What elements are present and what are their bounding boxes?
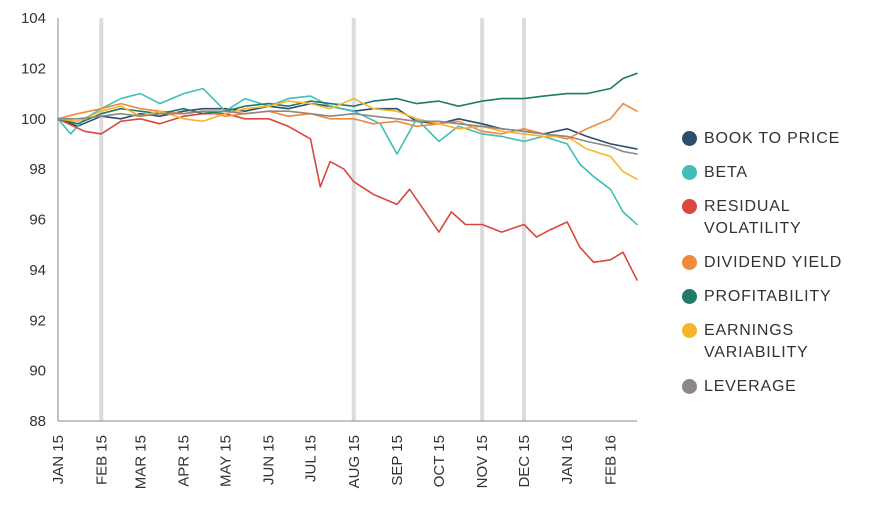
legend-label: PROFITABILITY xyxy=(704,288,832,305)
axes xyxy=(57,18,637,422)
y-tick-label-96: 96 xyxy=(29,212,46,229)
series-lines xyxy=(57,72,638,281)
y-tick-labels: 88 90 92 94 96 98 100 102 104 xyxy=(21,10,46,430)
series-line-dividend-yield xyxy=(57,102,638,140)
legend-item-book-to-price: BOOK TO PRICE xyxy=(682,128,868,150)
legend-item-beta: BETA xyxy=(682,162,868,184)
legend-swatch xyxy=(682,323,697,338)
series-line-beta xyxy=(57,87,638,226)
legend: BOOK TO PRICE BETA RESIDUAL VOLATILITY DIVI… xyxy=(682,128,868,410)
x-tick-label-feb-15: FEB 15 xyxy=(93,435,110,485)
x-tick-label-aug-15: AUG 15 xyxy=(346,435,363,488)
y-tick-label-92: 92 xyxy=(29,312,46,329)
legend-item-profitability: PROFITABILITY xyxy=(682,286,868,308)
y-tick-label-90: 90 xyxy=(29,363,46,380)
series-line-leverage xyxy=(57,110,638,155)
y-tick-label-94: 94 xyxy=(29,262,46,279)
x-tick-label-jun-15: JUN 15 xyxy=(261,435,278,485)
x-tick-label-jan-16: JAN 16 xyxy=(559,435,576,484)
x-tick-label-jan-15: JAN 15 xyxy=(50,435,67,484)
y-tick-label-100: 100 xyxy=(21,111,46,128)
legend-swatch xyxy=(682,165,697,180)
legend-swatch xyxy=(682,289,697,304)
vertical-marker-3 xyxy=(521,18,526,421)
x-tick-label-mar-15: MAR 15 xyxy=(132,435,149,489)
x-tick-labels: JAN 15 FEB 15 MAR 15 APR 15 MAY 15 JUN 15 JUL … xyxy=(50,435,619,489)
legend-swatch xyxy=(682,255,697,270)
x-tick-label-nov-15: NOV 15 xyxy=(474,435,491,488)
legend-item-leverage: LEVERAGE xyxy=(682,376,868,398)
legend-swatch xyxy=(682,379,697,394)
x-tick-label-may-15: MAY 15 xyxy=(217,435,234,487)
legend-label: RESIDUAL VOLATILITY xyxy=(704,198,802,237)
legend-item-residual-volatility: RESIDUAL VOLATILITY xyxy=(682,196,868,240)
y-tick-label-102: 102 xyxy=(21,60,46,77)
x-tick-label-apr-15: APR 15 xyxy=(176,435,193,487)
legend-label: DIVIDEND YIELD xyxy=(704,254,843,271)
legend-label: BOOK TO PRICE xyxy=(704,130,841,147)
legend-item-dividend-yield: DIVIDEND YIELD xyxy=(682,252,868,274)
y-tick-label-104: 104 xyxy=(21,10,46,27)
vertical-marker-1 xyxy=(351,18,356,421)
vertical-markers xyxy=(99,18,526,421)
legend-label: EARNINGS VARIABILITY xyxy=(704,322,809,361)
vertical-marker-2 xyxy=(480,18,485,421)
y-tick-label-98: 98 xyxy=(29,161,46,178)
legend-label: BETA xyxy=(704,164,748,181)
x-tick-label-oct-15: OCT 15 xyxy=(431,435,448,487)
legend-swatch xyxy=(682,199,697,214)
x-tick-label-sep-15: SEP 15 xyxy=(389,435,406,486)
series-line-residual-volatility xyxy=(57,112,638,281)
series-line-earnings-variability xyxy=(57,97,638,180)
x-tick-label-feb-16: FEB 16 xyxy=(602,435,619,485)
legend-swatch xyxy=(682,131,697,146)
legend-item-earnings-variability: EARNINGS VARIABILITY xyxy=(682,320,868,364)
legend-label: LEVERAGE xyxy=(704,378,797,395)
vertical-marker-0 xyxy=(99,18,104,421)
x-tick-label-dec-15: DEC 15 xyxy=(516,435,533,488)
x-tick-label-jul-15: JUL 15 xyxy=(303,435,320,482)
y-tick-label-88: 88 xyxy=(29,413,46,430)
